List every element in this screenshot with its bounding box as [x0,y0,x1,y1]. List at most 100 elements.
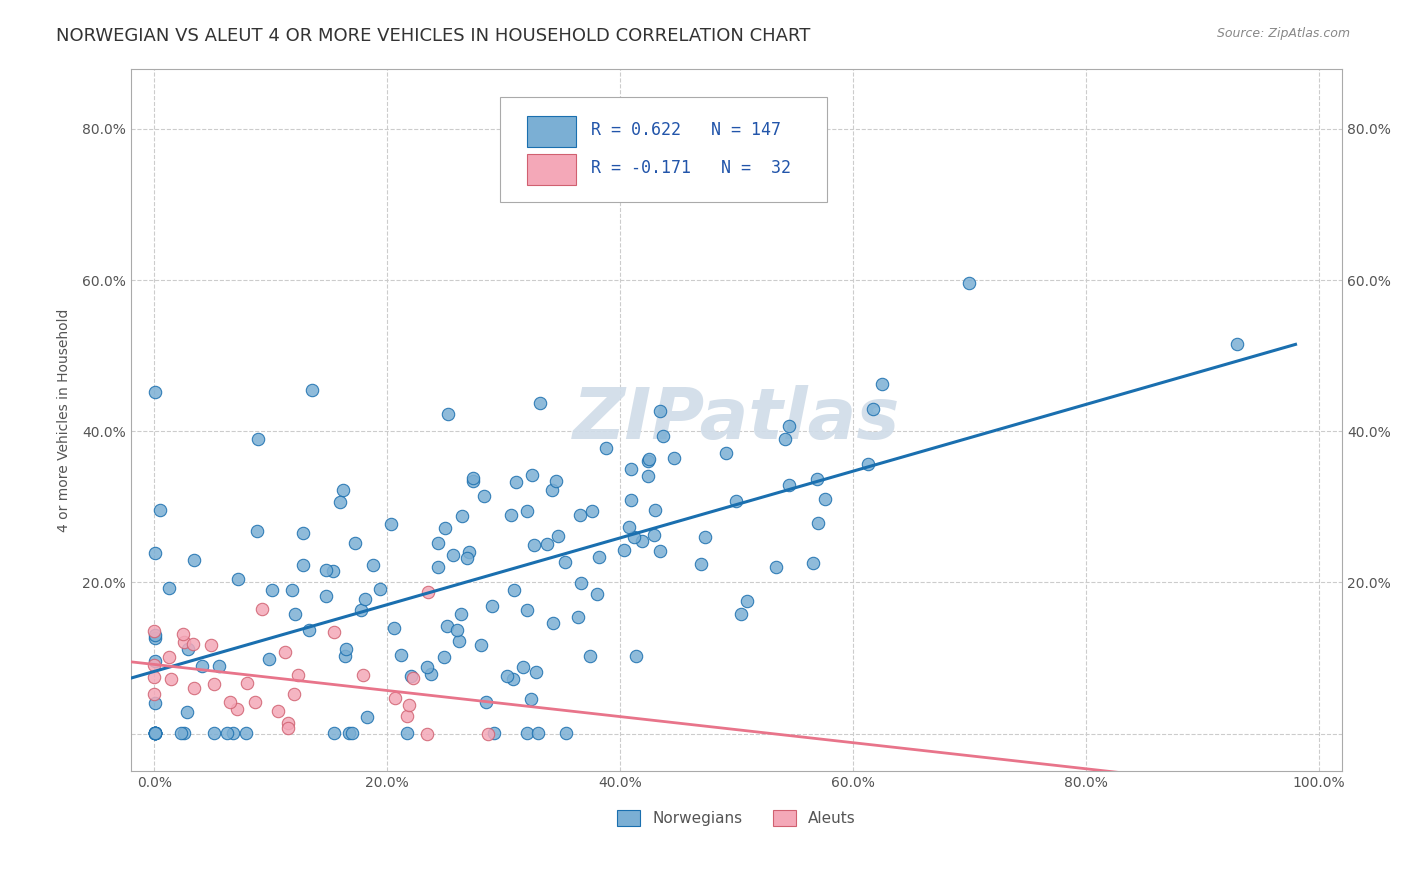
Norwegians [1226,337,1249,351]
Norwegians [870,377,893,392]
Norwegians [323,726,346,740]
Norwegians [526,726,548,740]
Aleuts [266,704,288,718]
Norwegians [503,582,526,597]
Norwegians [520,692,543,706]
Norwegians [202,726,225,740]
Norwegians [650,404,672,418]
Norwegians [340,726,363,740]
Norwegians [344,535,367,549]
Norwegians [554,726,576,740]
Norwegians [396,726,419,740]
Norwegians [588,550,610,565]
Norwegians [541,483,564,497]
Norwegians [446,623,468,637]
Norwegians [450,508,472,523]
Norwegians [173,726,195,740]
Norwegians [335,642,357,657]
Aleuts [204,677,226,691]
Norwegians [496,668,519,682]
Norwegians [157,581,180,595]
Norwegians [235,726,257,740]
Norwegians [613,542,636,557]
Norwegians [481,599,503,613]
Aleuts [477,726,499,740]
Norwegians [524,665,547,679]
Norwegians [222,726,245,740]
Norwegians [637,453,659,467]
Norwegians [301,383,323,397]
Norwegians [461,475,484,489]
Norwegians [463,471,485,485]
Norwegians [554,555,576,569]
Norwegians [322,564,344,578]
Norwegians [433,521,456,535]
Norwegians [778,418,800,433]
Norwegians [208,659,231,673]
Norwegians [624,649,647,664]
Norwegians [862,401,884,416]
Text: R = 0.622   N = 147: R = 0.622 N = 147 [592,121,782,139]
Norwegians [541,616,564,631]
Aleuts [287,668,309,682]
Norwegians [689,557,711,571]
Norwegians [145,726,167,740]
Norwegians [356,709,378,723]
Aleuts [243,695,266,709]
Norwegians [482,726,505,740]
Norwegians [228,572,250,586]
Norwegians [778,478,800,492]
Norwegians [631,534,654,549]
Text: Source: ZipAtlas.com: Source: ZipAtlas.com [1216,27,1350,40]
Aleuts [283,687,305,701]
Norwegians [145,385,167,400]
Norwegians [569,508,592,522]
Norwegians [333,648,356,663]
Norwegians [145,631,167,645]
Norwegians [337,726,360,740]
Norwegians [284,607,307,622]
Norwegians [416,660,439,674]
Norwegians [724,493,747,508]
Norwegians [716,445,738,459]
Norwegians [536,537,558,551]
Norwegians [332,483,354,497]
Aleuts [402,671,425,685]
Norwegians [145,726,167,740]
Norwegians [516,726,538,740]
Aleuts [181,637,204,651]
Norwegians [735,594,758,608]
Norwegians [595,442,617,456]
Norwegians [145,726,167,740]
Aleuts [252,601,274,615]
Aleuts [143,624,166,639]
Norwegians [399,669,422,683]
Aleuts [183,681,205,695]
Norwegians [380,516,402,531]
Y-axis label: 4 or more Vehicles in Household: 4 or more Vehicles in Household [58,309,72,532]
Norwegians [246,433,269,447]
Norwegians [806,516,828,531]
Norwegians [145,726,167,740]
Norwegians [520,468,543,483]
Norwegians [176,641,198,656]
Norwegians [437,408,460,422]
Norwegians [145,726,167,740]
Norwegians [650,543,672,558]
Norwegians [472,489,495,503]
Norwegians [569,575,592,590]
Aleuts [226,702,249,716]
Norwegians [368,582,391,596]
Norwegians [501,508,523,522]
Norwegians [145,726,167,740]
Aleuts [236,676,259,690]
Norwegians [516,504,538,518]
Norwegians [145,726,167,740]
Norwegians [354,592,377,607]
Aleuts [143,658,166,673]
Norwegians [586,587,609,601]
Aleuts [323,624,346,639]
Norwegians [856,457,879,471]
Aleuts [159,672,181,686]
Norwegians [217,726,239,740]
